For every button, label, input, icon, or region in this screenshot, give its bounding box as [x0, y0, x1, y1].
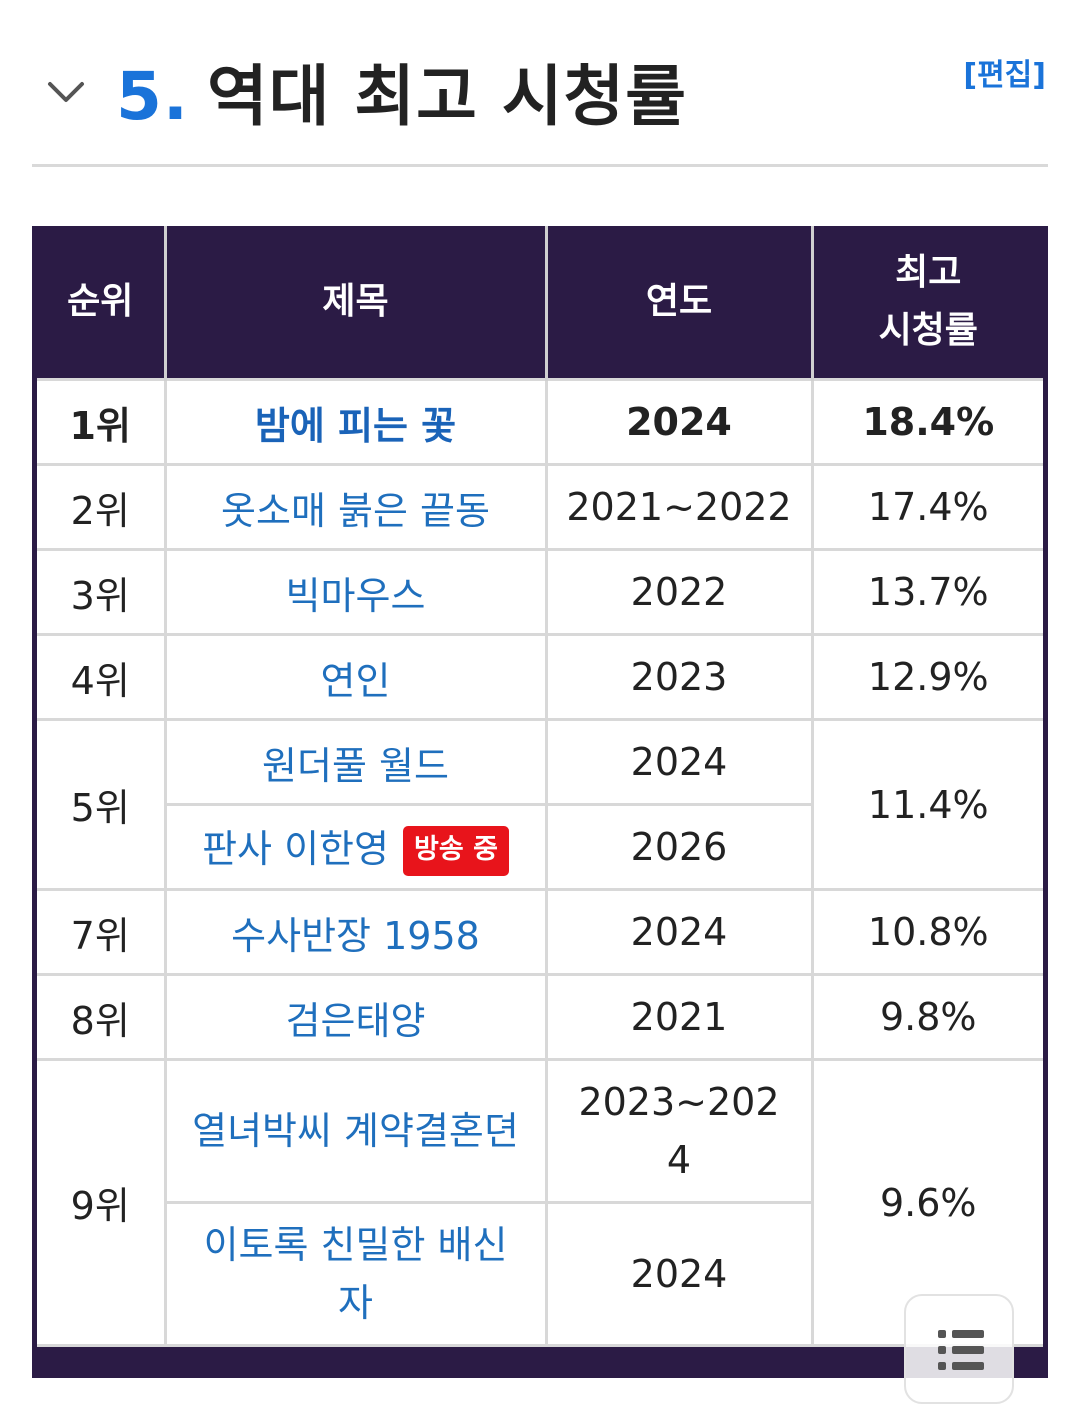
title-link[interactable]: 빅마우스	[285, 573, 426, 618]
header-year: 연도	[544, 226, 814, 380]
chevron-down-icon[interactable]	[46, 78, 86, 108]
header-rating-line2: 시청률	[878, 310, 978, 351]
edit-link[interactable]: [편집]	[963, 58, 1046, 93]
year-cell: 2023~202 4	[544, 1058, 814, 1204]
title-cell: 판사 이한영 방송 중	[165, 803, 548, 891]
table-row: 7위 수사반장 1958 2024 10.8%	[37, 888, 1043, 976]
year-cell: 2021~2022	[544, 463, 814, 551]
rank-cell: 3위	[37, 548, 167, 636]
toc-button[interactable]	[904, 1294, 1014, 1404]
title-cell: 빅마우스	[163, 548, 548, 636]
year-line2: 4	[666, 1138, 692, 1182]
section-heading: 5. 역대 최고 시청률	[116, 52, 687, 142]
title-link[interactable]: 열녀박씨 계약결혼뎐	[192, 1109, 519, 1153]
rank-cell: 2위	[37, 463, 167, 551]
title-cell: 밤에 피는 꽃	[163, 378, 548, 466]
year-cell: 2023	[544, 633, 814, 721]
table-row: 2위 옷소매 붉은 끝동 2021~2022 17.4%	[37, 463, 1043, 551]
section-number: 5.	[116, 58, 189, 135]
rank-cell: 9위	[37, 1058, 167, 1347]
title-link[interactable]: 연인	[320, 658, 391, 703]
on-air-badge: 방송 중	[402, 826, 509, 877]
table-row: 8위 검은태양 2021 9.8%	[37, 973, 1043, 1061]
title-cell: 검은태양	[163, 973, 548, 1061]
rating-cell: 12.9%	[810, 633, 1043, 721]
rank-cell: 7위	[37, 888, 167, 976]
title-link[interactable]: 판사 이한영	[202, 826, 389, 871]
rating-cell: 9.8%	[810, 973, 1043, 1061]
list-icon	[938, 1330, 984, 1370]
year-line1: 2023~202	[578, 1080, 780, 1124]
title-link[interactable]: 옷소매 붉은 끝동	[221, 488, 490, 533]
year-cell: 2026	[544, 803, 812, 891]
table-row: 5위 원더풀 월드 2024 11.4%	[37, 718, 1043, 891]
rating-cell: 18.4%	[810, 378, 1043, 466]
title-link[interactable]: 원더풀 월드	[262, 743, 449, 788]
title-cell: 수사반장 1958	[163, 888, 548, 976]
header-rating-line1: 최고	[895, 252, 962, 293]
rating-cell: 13.7%	[810, 548, 1043, 636]
table-row: 3위 빅마우스 2022 13.7%	[37, 548, 1043, 636]
table-row: 4위 연인 2023 12.9%	[37, 633, 1043, 721]
rank-cell: 1위	[37, 378, 167, 466]
title-link[interactable]: 검은태양	[285, 998, 426, 1043]
title-line1: 이토록 친밀한 배신	[203, 1223, 508, 1267]
section-title: 역대 최고 시청률	[207, 58, 687, 135]
rank-cell: 5위	[37, 718, 167, 891]
year-cell: 2022	[544, 548, 814, 636]
title-cell: 옷소매 붉은 끝동	[163, 463, 548, 551]
table-row: 1위 밤에 피는 꽃 2024 18.4%	[37, 378, 1043, 466]
year-cell: 2024	[544, 888, 814, 976]
title-link[interactable]: 밤에 피는 꽃	[254, 403, 457, 448]
header-title: 제목	[163, 226, 548, 380]
year-cell: 2024	[544, 378, 814, 466]
year-cell: 2021	[544, 973, 814, 1061]
title-line2: 자	[338, 1281, 373, 1325]
table-row: 판사 이한영 방송 중 2026	[37, 803, 1043, 891]
header-rank: 순위	[37, 226, 167, 380]
title-cell: 열녀박씨 계약결혼뎐	[163, 1058, 548, 1204]
section-header: 5. 역대 최고 시청률 [편집]	[0, 0, 1080, 170]
rating-cell: 17.4%	[810, 463, 1043, 551]
section-divider	[32, 164, 1048, 167]
rating-cell: 10.8%	[810, 888, 1043, 976]
rank-cell: 4위	[37, 633, 167, 721]
table-row: 9위 열녀박씨 계약결혼뎐 2023~202 4 9.6%	[37, 1058, 1043, 1347]
title-cell: 원더풀 월드	[163, 718, 548, 806]
year-cell: 2024	[544, 1201, 812, 1347]
rating-cell: 11.4%	[810, 718, 1043, 891]
year-cell: 2024	[544, 718, 814, 806]
rank-cell: 8위	[37, 973, 167, 1061]
title-link[interactable]: 수사반장 1958	[231, 913, 480, 958]
title-cell: 연인	[163, 633, 548, 721]
